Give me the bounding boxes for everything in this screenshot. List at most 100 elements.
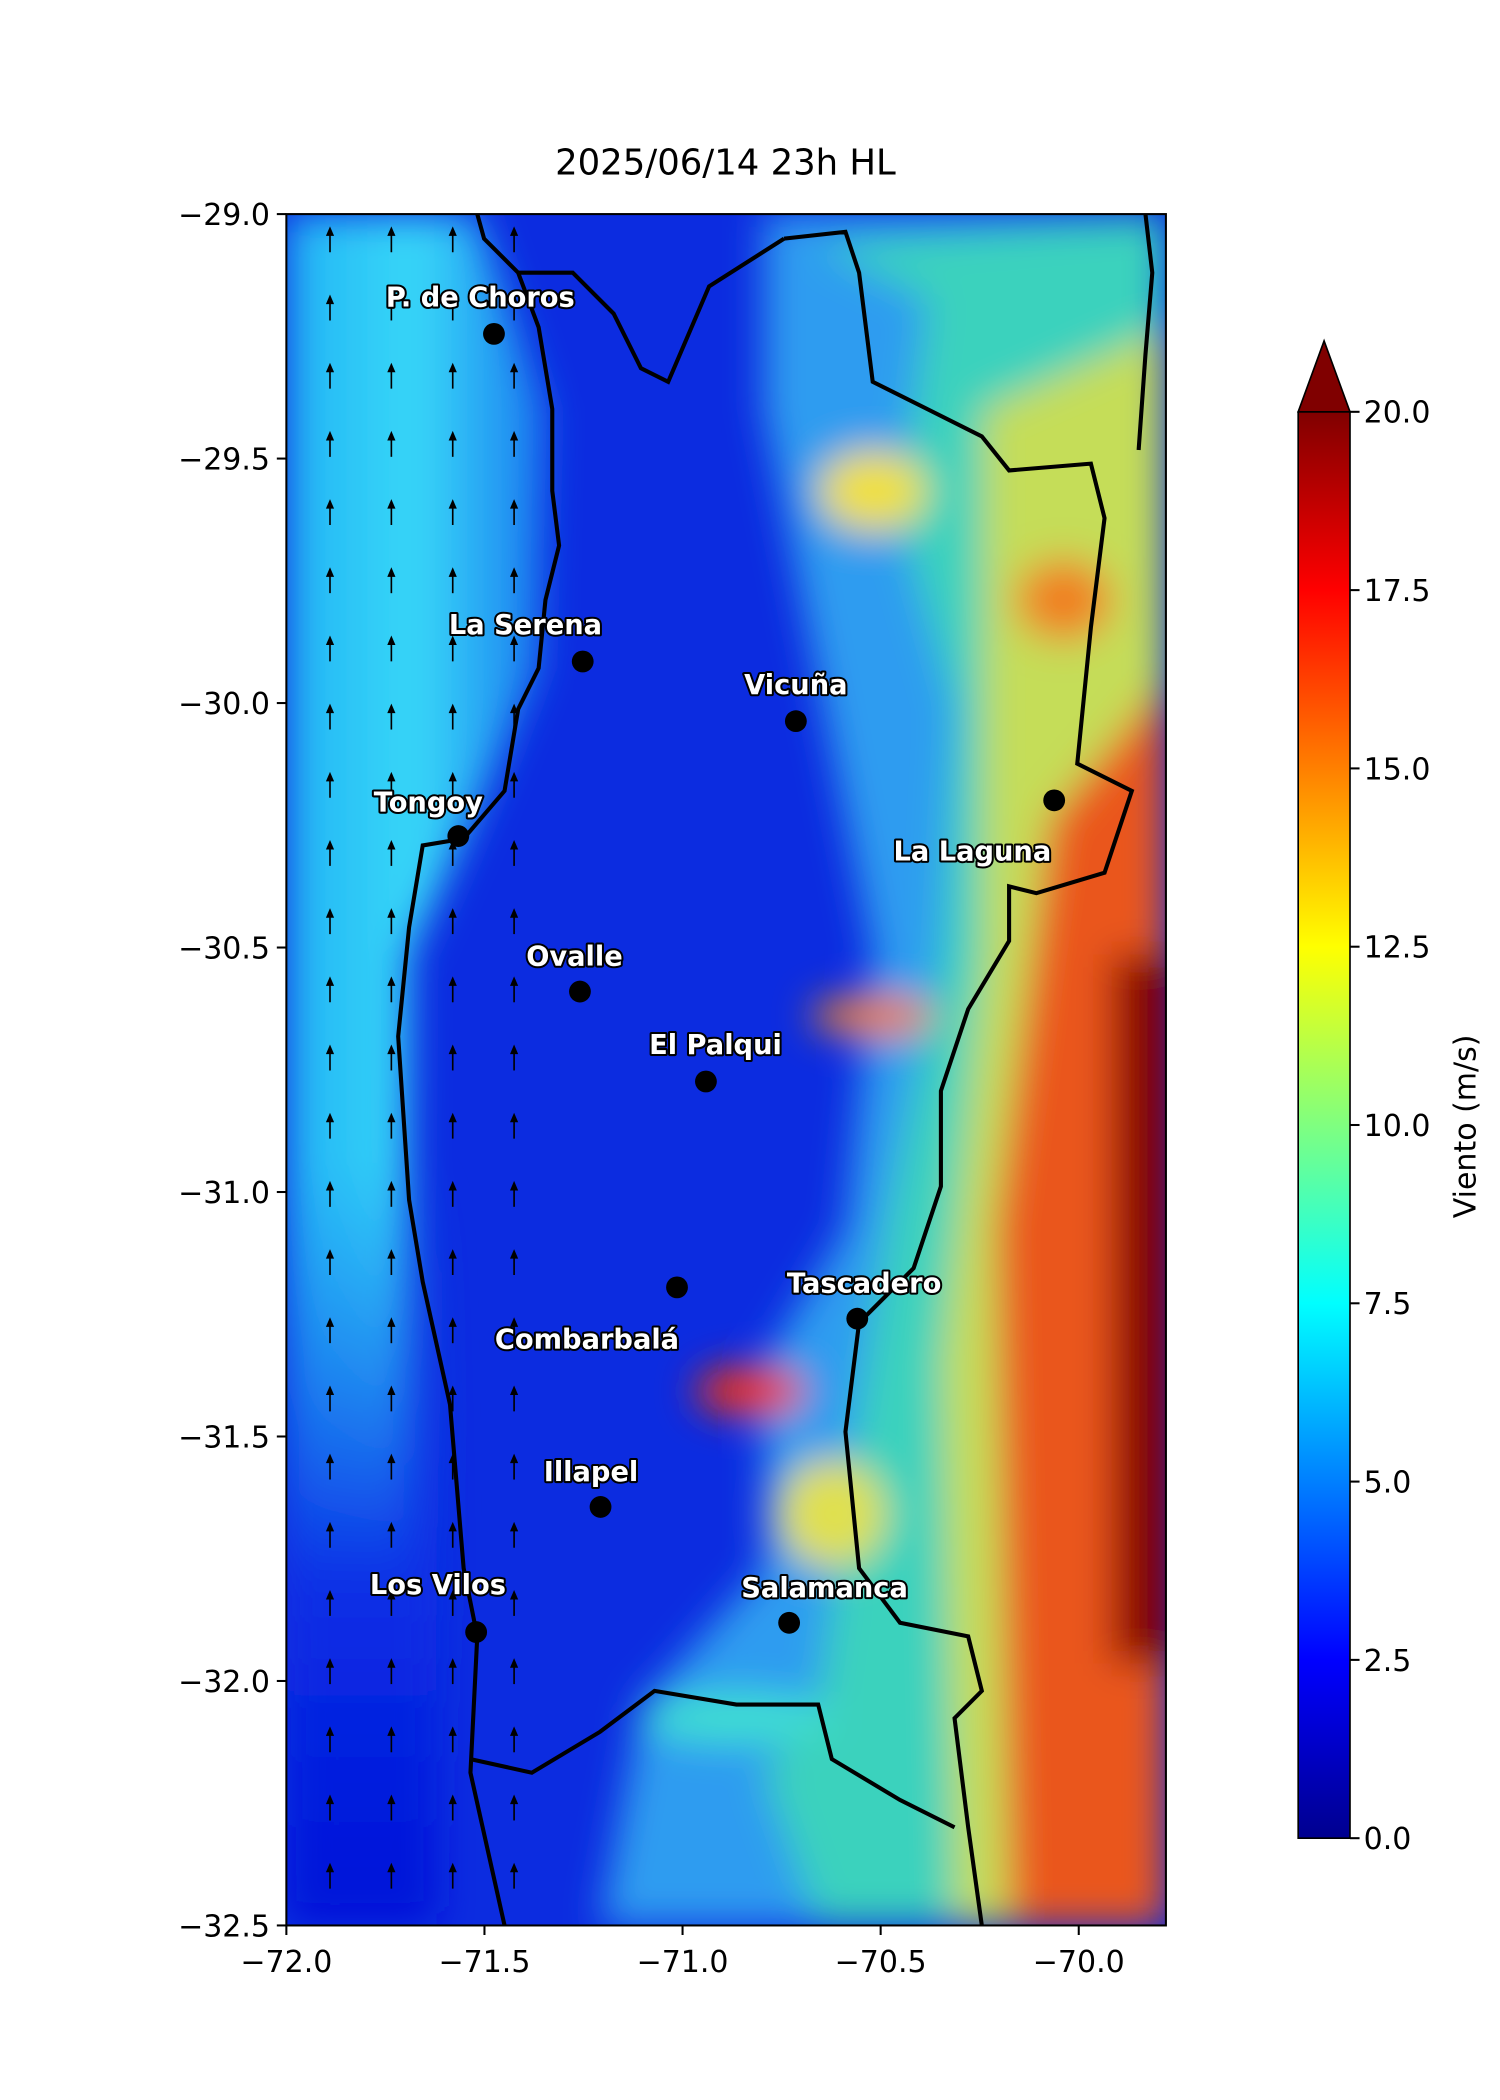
y-tick-label: −31.0 [178, 1176, 270, 1211]
wind-arrow-head [510, 430, 519, 441]
wind-arrow-head [387, 840, 396, 850]
wind-arrow-head [448, 1726, 457, 1736]
y-tick-label: −31.5 [178, 1420, 270, 1455]
wind-arrow-head [325, 1794, 335, 1805]
wind-arrow-head [448, 362, 457, 373]
wind-arrow-head [387, 1658, 396, 1668]
wind-arrow-head [387, 1385, 396, 1395]
wind-arrow-head [448, 1862, 457, 1873]
wind-arrow-head [325, 1180, 335, 1191]
wind-arrow-head [448, 1044, 457, 1055]
city-marker [447, 825, 470, 847]
wind-arrow-head [510, 1726, 519, 1736]
wind-arrows [325, 226, 519, 1889]
wind-arrow-head [510, 1521, 519, 1532]
wind-arrow-head [325, 1453, 335, 1464]
colorbar-tick-label: 17.5 [1364, 574, 1431, 609]
wind-arrow-head [510, 1862, 519, 1873]
colorbar [1297, 411, 1351, 1839]
chart-title: 2025/06/14 23h HL [555, 143, 896, 184]
colorbar-tick-label: 15.0 [1364, 752, 1431, 787]
city-label: El Palqui [649, 1030, 782, 1061]
wind-arrow-head [387, 1317, 396, 1327]
wind-arrow-head [448, 1180, 457, 1191]
wind-arrow-head [387, 703, 396, 714]
wind-arrow-head [387, 1726, 396, 1736]
city-label: Los Vilos [370, 1570, 506, 1601]
wind-arrow-head [325, 1317, 335, 1327]
wind-arrow-head [325, 1658, 335, 1668]
y-tick-label: −32.5 [178, 1909, 270, 1944]
wind-arrow-head [448, 1112, 457, 1123]
wind-arrow-head [448, 1521, 457, 1532]
wind-arrow-head [510, 771, 519, 782]
wind-arrow-head [325, 1590, 335, 1600]
city-marker [483, 322, 505, 345]
y-tick-label: −29.0 [178, 198, 270, 233]
city-marker [695, 1070, 717, 1093]
wind-arrow-head [325, 840, 335, 850]
city-label: La Laguna [893, 836, 1051, 867]
colorbar-tick-label: 10.0 [1364, 1109, 1431, 1144]
wind-arrow-head [448, 1317, 457, 1327]
wind-arrow-head [510, 1180, 519, 1191]
wind-arrow-head [510, 1112, 519, 1123]
wind-arrow-head [448, 1658, 457, 1668]
wind-arrow-head [387, 908, 396, 918]
wind-arrow-head [387, 1521, 396, 1532]
colorbar-tick-label: 12.5 [1364, 931, 1431, 966]
city-marker [846, 1307, 869, 1330]
wind-arrow-head [325, 430, 335, 441]
wind-arrow-head [325, 294, 335, 305]
wind-arrow-head [325, 362, 335, 373]
wind-arrow-head [448, 294, 457, 305]
colorbar-extend [1297, 338, 1352, 413]
x-tick-label: −72.0 [240, 1945, 332, 1980]
y-tick-label: −29.5 [178, 442, 270, 477]
wind-arrow-head [510, 226, 519, 236]
wind-arrow-head [325, 1112, 335, 1123]
wind-arrow-head [448, 976, 457, 986]
wind-arrow-head [387, 1453, 396, 1464]
wind-arrow-head [325, 703, 335, 714]
wind-arrow-head [325, 1726, 335, 1736]
wind-arrow-head [325, 976, 335, 986]
wind-arrow-head [448, 635, 457, 645]
city-label: Vicuña [744, 670, 847, 701]
city-marker [1043, 789, 1066, 812]
city-label: Combarbalá [495, 1325, 679, 1356]
wind-arrow-head [510, 1317, 519, 1327]
city-label: Salamanca [741, 1573, 908, 1604]
wind-arrow-head [510, 567, 519, 577]
axes-frame [285, 213, 1167, 1927]
wind-arrow-head [448, 908, 457, 918]
city-label: P. de Choros [386, 283, 575, 314]
wind-arrow-head [387, 567, 396, 577]
wind-arrow-head [387, 771, 396, 782]
wind-arrow-head [510, 499, 519, 509]
wind-arrow-head [387, 294, 396, 305]
city-marker [589, 1495, 612, 1518]
y-tick-label: −32.0 [178, 1665, 270, 1700]
wind-arrow-head [448, 430, 457, 441]
colorbar-tick-label: 7.5 [1364, 1287, 1412, 1322]
wind-arrow-head [510, 1590, 519, 1600]
city-label: Illapel [544, 1457, 639, 1488]
wind-arrow-head [510, 1794, 519, 1805]
colorbar-tick-label: 0.0 [1364, 1822, 1412, 1857]
wind-arrow-head [325, 1249, 335, 1259]
x-tick-label: −70.5 [835, 1945, 927, 1980]
wind-arrow-head [510, 1044, 519, 1055]
wind-arrow-head [448, 1590, 457, 1600]
wind-arrow-head [448, 771, 457, 782]
wind-arrow-head [448, 499, 457, 509]
wind-arrow-head [448, 1453, 457, 1464]
wind-arrow-head [325, 771, 335, 782]
wind-arrow-head [325, 1862, 335, 1873]
y-tick-label: −30.0 [178, 687, 270, 722]
wind-arrow-head [387, 1112, 396, 1123]
city-marker [465, 1621, 488, 1643]
wind-arrow-head [510, 1385, 519, 1395]
